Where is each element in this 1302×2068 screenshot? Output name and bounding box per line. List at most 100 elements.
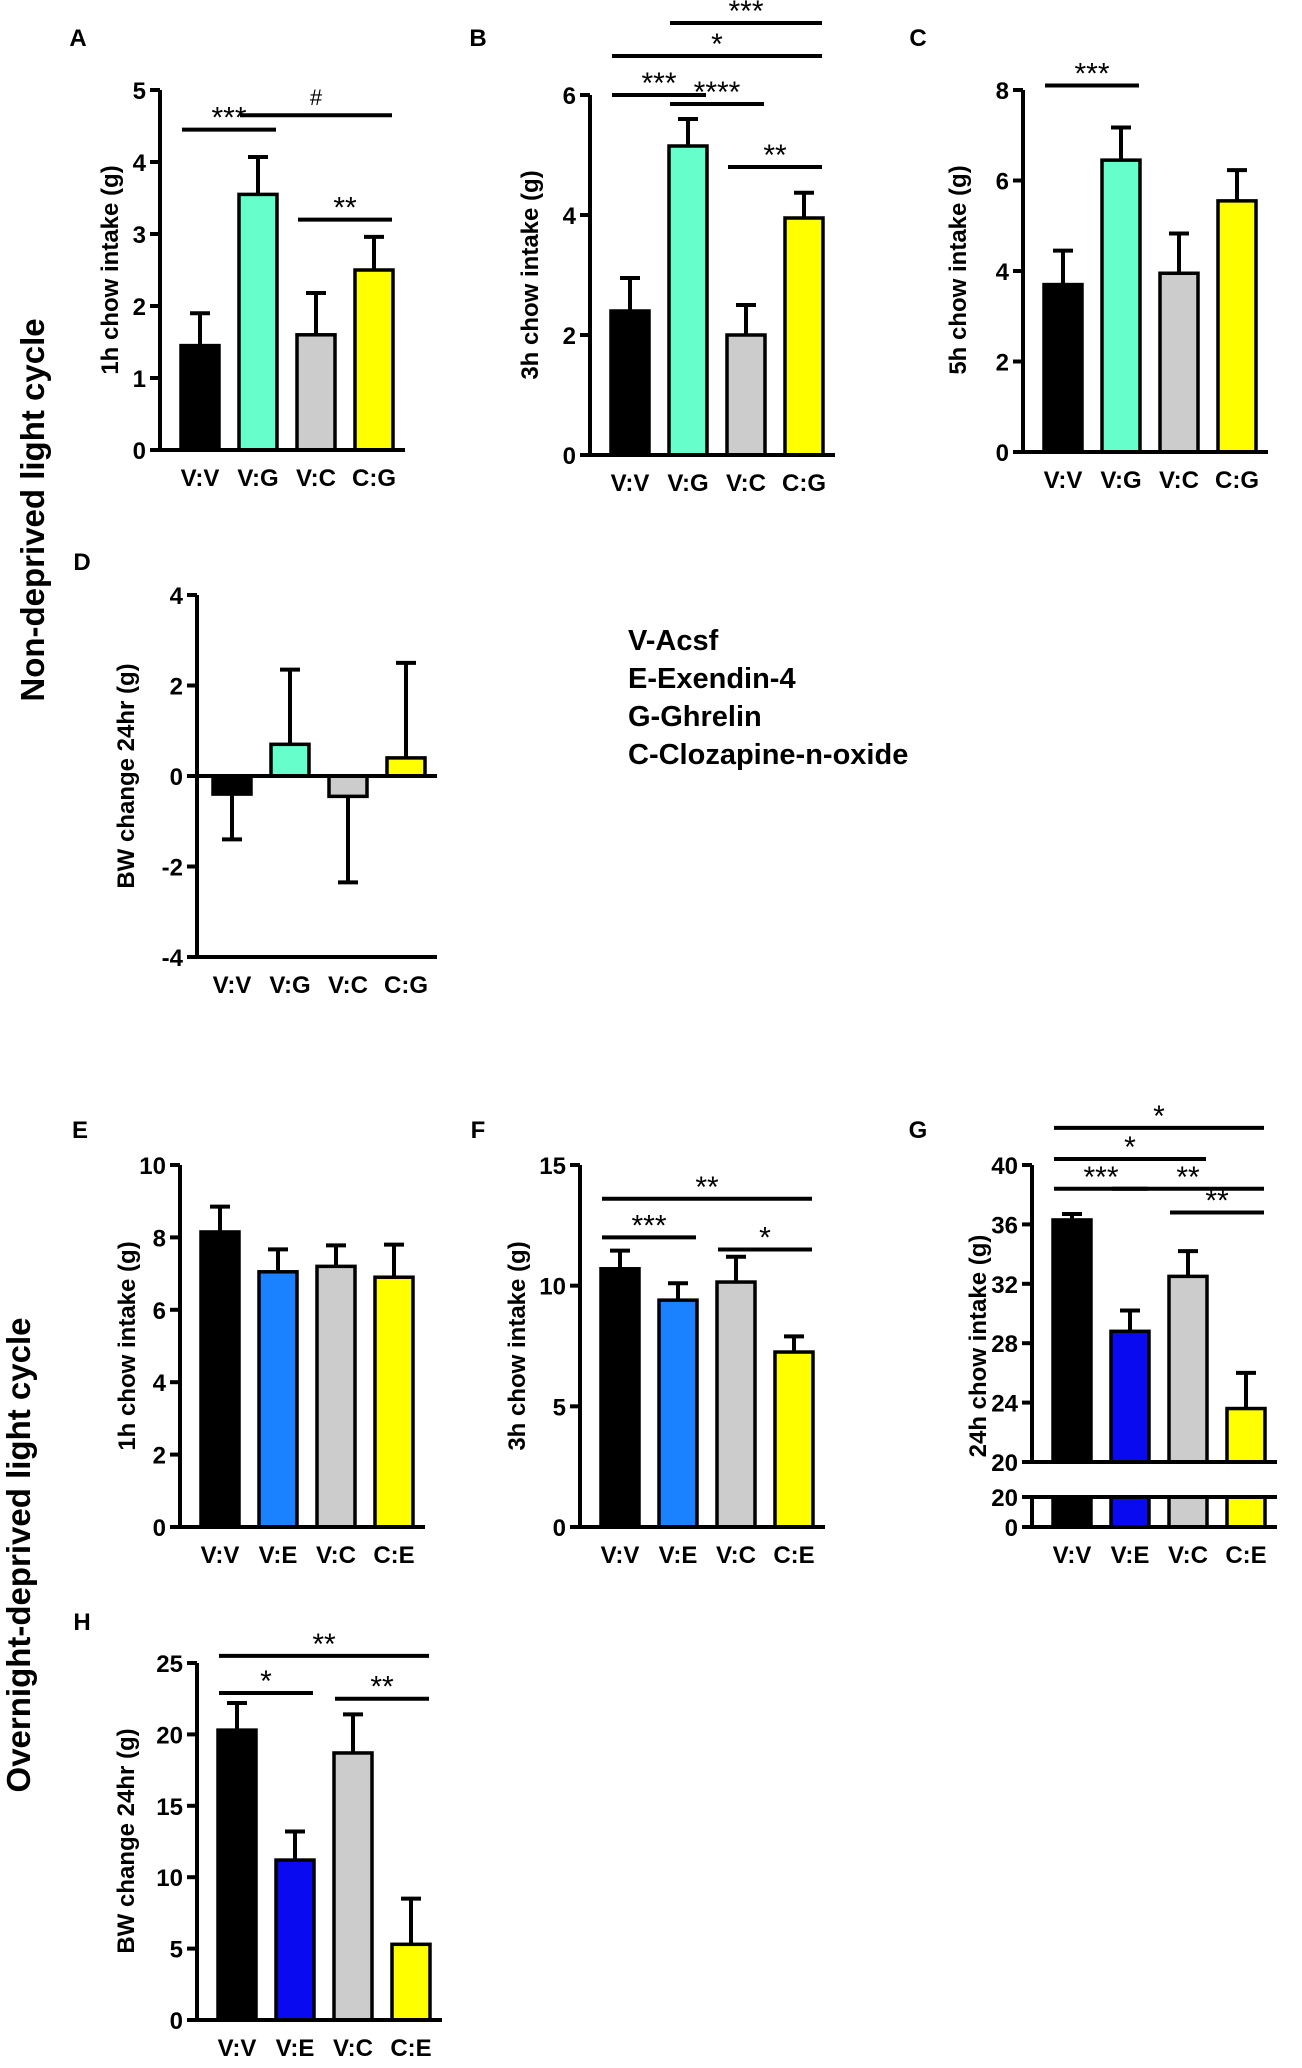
x-tick-label: V:C <box>1168 1542 1208 1569</box>
y-tick-label: 1 <box>133 366 146 393</box>
bar <box>295 333 337 452</box>
y-tick-label: 10 <box>139 1153 166 1180</box>
significance-label: *** <box>631 1209 666 1242</box>
panel-h: H BW change 24hr (g) V:V V:E V:C C:E 0 5 10 15 20 2… <box>73 1609 442 2062</box>
bar <box>353 268 395 452</box>
y-tick-label: 8 <box>153 1225 166 1252</box>
panel-f: F3h chow intake (g)V:V V:E V:C C:E051015***… <box>471 1117 825 1569</box>
y-axis-label: 1h chow intake (g) <box>97 165 124 374</box>
panel-label: B <box>469 25 486 52</box>
bar <box>216 1728 258 2022</box>
x-tick-label: V:V <box>201 1542 240 1569</box>
x-tick-label: C:E <box>773 1542 814 1569</box>
x-tick-label: V:G <box>269 972 310 999</box>
y-axis-label: 5h chow intake (g) <box>945 165 972 374</box>
bar <box>725 333 767 457</box>
bar <box>1216 199 1258 454</box>
y-axis-label: BW change 24hr (g) <box>113 1728 140 1953</box>
y-axis-label: 3h chow intake (g) <box>517 170 544 379</box>
x-tick-label: V:G <box>237 465 278 492</box>
y-tick-label: 2 <box>563 323 576 350</box>
significance-label: ** <box>1176 1161 1200 1194</box>
y-axis-label: 1h chow intake (g) <box>114 1241 141 1450</box>
significance-label: * <box>1153 1100 1165 1133</box>
bar <box>269 742 311 778</box>
significance-label: **** <box>694 76 741 109</box>
bar <box>373 1275 415 1529</box>
x-tick-label: C:E <box>1225 1542 1266 1569</box>
bar <box>315 1264 357 1529</box>
panel-a: A1h chow intake (g)V:V V:G V:C C:G012345***… <box>69 25 405 492</box>
bar <box>237 192 279 452</box>
y-tick-label: 25 <box>156 1651 183 1678</box>
y-tick-label: 15 <box>539 1153 566 1180</box>
y-tick-label: 10 <box>539 1274 566 1301</box>
y-tick-label: 4 <box>996 259 1010 286</box>
x-tick-label: V:C <box>1159 467 1199 494</box>
bar <box>1158 271 1200 454</box>
y-tick-label: 8 <box>996 78 1009 105</box>
y-tick-label: 20 <box>991 1485 1018 1512</box>
y-tick-label: -2 <box>162 855 183 882</box>
y-axis-label: 3h chow intake (g) <box>504 1241 531 1450</box>
significance-label: ** <box>695 1171 719 1204</box>
legend-entry-c: C-Clozapine-n-oxide <box>628 739 909 771</box>
y-tick-label: 4 <box>170 583 184 610</box>
y-tick-label: 10 <box>156 1865 183 1892</box>
bar <box>179 343 221 452</box>
x-tick-label: C:G <box>1215 467 1259 494</box>
bar <box>657 1298 699 1529</box>
bar <box>1100 158 1142 454</box>
panel-g: G 24h chow intake (g) V:V V:E V:C C:E 20 0 20 24 2… <box>909 1100 1287 1569</box>
significance-label: # <box>310 85 323 110</box>
y-tick-label: 0 <box>553 1515 566 1542</box>
y-tick-label: 36 <box>991 1212 1018 1239</box>
bar <box>211 774 253 796</box>
y-tick-label: 32 <box>991 1272 1018 1299</box>
y-tick-label: 20 <box>991 1450 1018 1477</box>
x-tick-label: V:C <box>328 972 368 999</box>
x-tick-label: V:V <box>1053 1542 1092 1569</box>
bar <box>667 144 709 457</box>
axis-break-gap <box>1012 1464 1287 1495</box>
significance-label: *** <box>728 0 763 28</box>
y-tick-label: 2 <box>170 674 183 701</box>
panel-label: D <box>73 549 90 576</box>
bar <box>199 1230 241 1529</box>
x-tick-label: V:V <box>611 470 650 497</box>
x-tick-label: V:E <box>259 1542 298 1569</box>
panel-label: E <box>72 1117 88 1144</box>
y-tick-label: 5 <box>553 1394 566 1421</box>
y-axis-label: 24h chow intake (g) <box>965 1235 992 1458</box>
significance-label: * <box>1124 1131 1136 1164</box>
x-tick-label: V:C <box>726 470 766 497</box>
bar <box>332 1751 374 2022</box>
y-tick-label: 6 <box>153 1298 166 1325</box>
y-tick-label: 0 <box>170 2008 183 2035</box>
bar <box>1042 282 1084 454</box>
panel-d: D BW change 24hr (g) V:V V:G V:C C:G -4 -2 0 2 4 <box>73 549 437 999</box>
panel-label: F <box>471 1117 486 1144</box>
panel-label: A <box>69 25 86 52</box>
y-tick-label: 40 <box>991 1153 1018 1180</box>
x-tick-label: C:G <box>384 972 428 999</box>
y-tick-label: 0 <box>996 440 1009 467</box>
x-tick-label: V:C <box>333 2035 373 2062</box>
x-tick-label: C:G <box>782 470 826 497</box>
x-tick-label: C:G <box>352 465 396 492</box>
panel-c: C 5h chow intake (g) V:V V:G V:C C:G 0 2 4 6 8 *** <box>909 25 1268 494</box>
bar <box>327 774 369 799</box>
y-tick-label: 0 <box>1005 1515 1018 1542</box>
significance-label: ** <box>333 192 357 225</box>
panel-label: G <box>909 1117 928 1144</box>
x-tick-label: C:E <box>390 2035 431 2062</box>
y-tick-label: 4 <box>133 150 147 177</box>
x-tick-label: V:V <box>218 2035 257 2062</box>
x-tick-label: C:E <box>373 1542 414 1569</box>
y-axis-label: BW change 24hr (g) <box>113 663 140 888</box>
x-tick-label: V:C <box>716 1542 756 1569</box>
x-tick-label: V:V <box>213 972 252 999</box>
x-tick-label: V:V <box>181 465 220 492</box>
